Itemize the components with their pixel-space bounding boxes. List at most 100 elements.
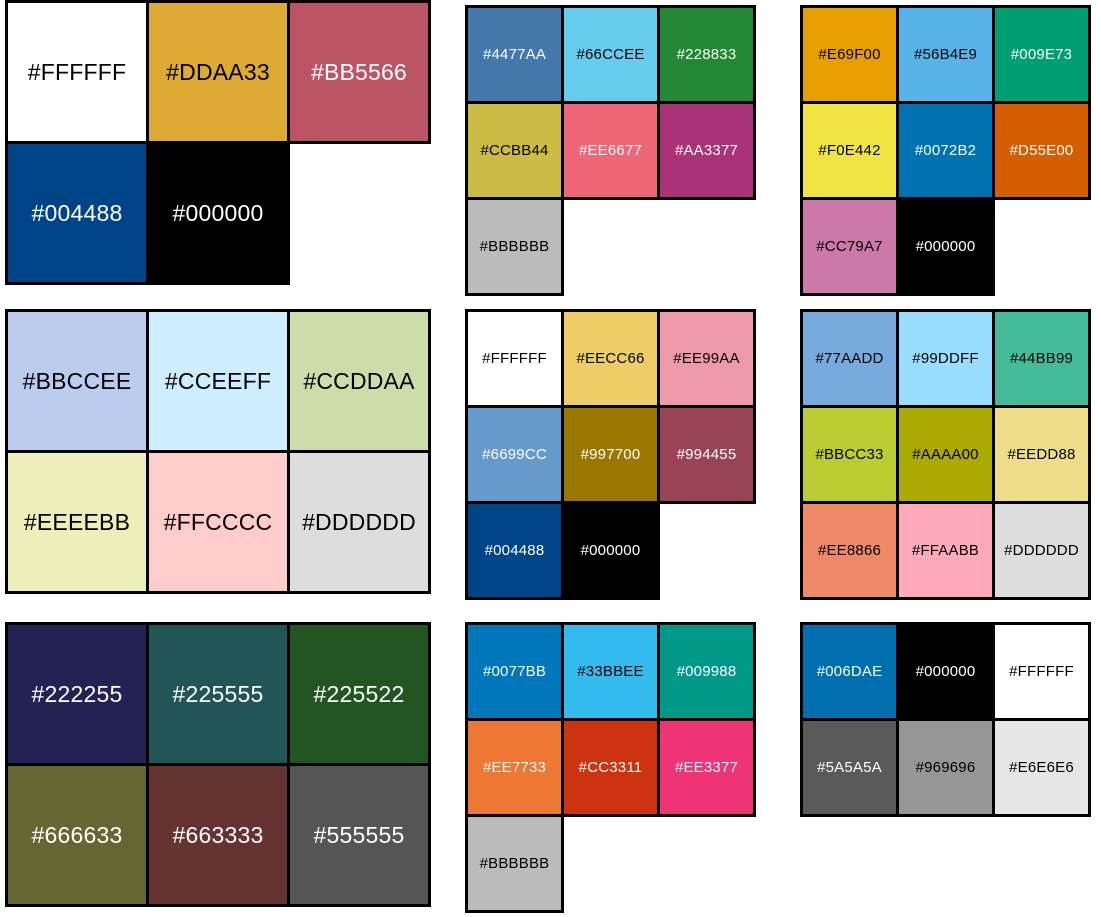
color-hex-label: #BBCC33 <box>815 446 884 463</box>
color-hex-label: #EEDD88 <box>1007 446 1076 463</box>
color-hex-label: #EE99AA <box>673 350 740 367</box>
color-hex-label: #E69F00 <box>818 46 881 63</box>
color-hex-label: #5A5A5A <box>817 759 882 776</box>
color-hex-label: #4477AA <box>482 46 547 63</box>
color-swatch: #994455 <box>657 405 756 504</box>
color-hex-label: #CCBB44 <box>480 142 549 159</box>
color-swatch: #004488 <box>465 501 564 600</box>
color-swatch: #EEEEBB <box>5 450 149 594</box>
color-swatch: #99DDFF <box>896 309 995 408</box>
color-hex-label: #EE8866 <box>817 542 882 559</box>
color-swatch: #CCEEFF <box>146 309 290 453</box>
color-hex-label: #AA3377 <box>674 142 739 159</box>
color-swatch: #FFFFFF <box>465 309 564 408</box>
palette-top-right: #E69F00 #56B4E9 #009E73 #F0E442 #0072B2 #D55E… <box>800 5 1091 296</box>
color-swatch: #EEDD88 <box>992 405 1091 504</box>
color-swatch: #DDDDDD <box>287 450 431 594</box>
color-swatch: #EE8866 <box>800 501 899 600</box>
palette-row: #EEEEBB #FFCCCC #DDDDDD <box>5 450 431 594</box>
palette-middle-left: #BBCCEE #CCEEFF #CCDDAA #EEEEBB #FFCCCC #DDDD… <box>5 309 431 594</box>
color-swatch: #BB5566 <box>287 0 431 144</box>
color-swatch: #009988 <box>657 622 756 721</box>
color-swatch: #555555 <box>287 763 431 907</box>
color-swatch: #0072B2 <box>896 101 995 200</box>
color-swatch: #225522 <box>287 622 431 766</box>
color-swatch: #EE99AA <box>657 309 756 408</box>
color-swatch: #4477AA <box>465 5 564 104</box>
color-hex-label: #FFFFFF <box>1009 663 1074 680</box>
color-swatch: #0077BB <box>465 622 564 721</box>
color-hex-label: #DDDDDD <box>1004 542 1079 559</box>
color-hex-label: #DDDDDD <box>302 508 416 535</box>
color-swatch: #004488 <box>5 141 149 285</box>
palette-row: #77AADD #99DDFF #44BB99 <box>800 309 1091 408</box>
color-swatch: #969696 <box>896 718 995 817</box>
color-hex-label: #009988 <box>676 663 737 680</box>
color-swatch: #009E73 <box>992 5 1091 104</box>
color-hex-label: #66CCEE <box>576 46 645 63</box>
color-hex-label: #666633 <box>31 821 123 848</box>
color-hex-label: #222255 <box>31 680 123 707</box>
palette-top-left: #FFFFFF #DDAA33 #BB5566 #004488 #000000 <box>5 0 431 285</box>
palette-row: #004488 #000000 <box>465 501 756 600</box>
color-swatch: #F0E442 <box>800 101 899 200</box>
color-hex-label: #555555 <box>313 821 405 848</box>
palette-row: #F0E442 #0072B2 #D55E00 <box>800 101 1091 200</box>
color-swatch: #666633 <box>5 763 149 907</box>
palette-row: #004488 #000000 <box>5 141 431 285</box>
color-swatch: #6699CC <box>465 405 564 504</box>
color-hex-label: #F0E442 <box>818 142 881 159</box>
color-swatch: #000000 <box>146 141 290 285</box>
color-swatch: #66CCEE <box>561 5 660 104</box>
color-hex-label: #AAAA00 <box>912 446 979 463</box>
palette-bottom-right: #006DAE #000000 #FFFFFF #5A5A5A #969696 #E6E6… <box>800 622 1091 817</box>
color-hex-label: #004488 <box>31 199 123 226</box>
color-hex-label: #EE3377 <box>674 759 739 776</box>
color-swatch: #228833 <box>657 5 756 104</box>
color-hex-label: #6699CC <box>482 446 547 463</box>
color-hex-label: #CCEEFF <box>164 367 272 394</box>
palette-row: #6699CC #997700 #994455 <box>465 405 756 504</box>
color-swatch: #E69F00 <box>800 5 899 104</box>
color-hex-label: #663333 <box>172 821 264 848</box>
color-hex-label: #228833 <box>676 46 737 63</box>
color-swatch: #663333 <box>146 763 290 907</box>
color-hex-label: #225555 <box>172 680 264 707</box>
color-hex-label: #D55E00 <box>1009 142 1074 159</box>
color-swatch: #FFFFFF <box>5 0 149 144</box>
color-swatch: #EE6677 <box>561 101 660 200</box>
color-swatch: #997700 <box>561 405 660 504</box>
palette-row: #FFFFFF #EECC66 #EE99AA <box>465 309 756 408</box>
color-swatch: #BBBBBB <box>465 197 564 296</box>
palette-bottom-left: #222255 #225555 #225522 #666633 #663333 #5555… <box>5 622 431 907</box>
palette-middle-right: #77AADD #99DDFF #44BB99 #BBCC33 #AAAA00 #EEDD… <box>800 309 1091 600</box>
color-swatch: #FFAABB <box>896 501 995 600</box>
color-hex-label: #006DAE <box>816 663 883 680</box>
color-hex-label: #0072B2 <box>914 142 977 159</box>
palette-row: #4477AA #66CCEE #228833 <box>465 5 756 104</box>
color-swatch: #BBCCEE <box>5 309 149 453</box>
palette-row: #EE8866 #FFAABB #DDDDDD <box>800 501 1091 600</box>
color-swatch: #33BBEE <box>561 622 660 721</box>
color-swatch: #CC3311 <box>561 718 660 817</box>
color-hex-label: #0077BB <box>482 663 547 680</box>
color-hex-label: #CC79A7 <box>816 238 883 255</box>
color-swatch: #CCBB44 <box>465 101 564 200</box>
palette-top-middle: #4477AA #66CCEE #228833 #CCBB44 #EE6677 #AA33… <box>465 5 756 296</box>
palette-row: #CC79A7 #000000 <box>800 197 1091 296</box>
color-swatch: #77AADD <box>800 309 899 408</box>
palette-row: #006DAE #000000 #FFFFFF <box>800 622 1091 721</box>
color-hex-label: #CCDDAA <box>303 367 415 394</box>
color-hex-label: #225522 <box>313 680 405 707</box>
color-swatch: #DDAA33 <box>146 0 290 144</box>
color-swatch: #5A5A5A <box>800 718 899 817</box>
palette-row: #BBCCEE #CCEEFF #CCDDAA <box>5 309 431 453</box>
color-swatch: #000000 <box>896 197 995 296</box>
color-hex-label: #009E73 <box>1010 46 1073 63</box>
color-hex-label: #CC3311 <box>578 759 643 776</box>
palette-row: #BBCC33 #AAAA00 #EEDD88 <box>800 405 1091 504</box>
color-hex-label: #000000 <box>915 238 976 255</box>
color-swatch: #EE3377 <box>657 718 756 817</box>
color-swatch: #222255 <box>5 622 149 766</box>
